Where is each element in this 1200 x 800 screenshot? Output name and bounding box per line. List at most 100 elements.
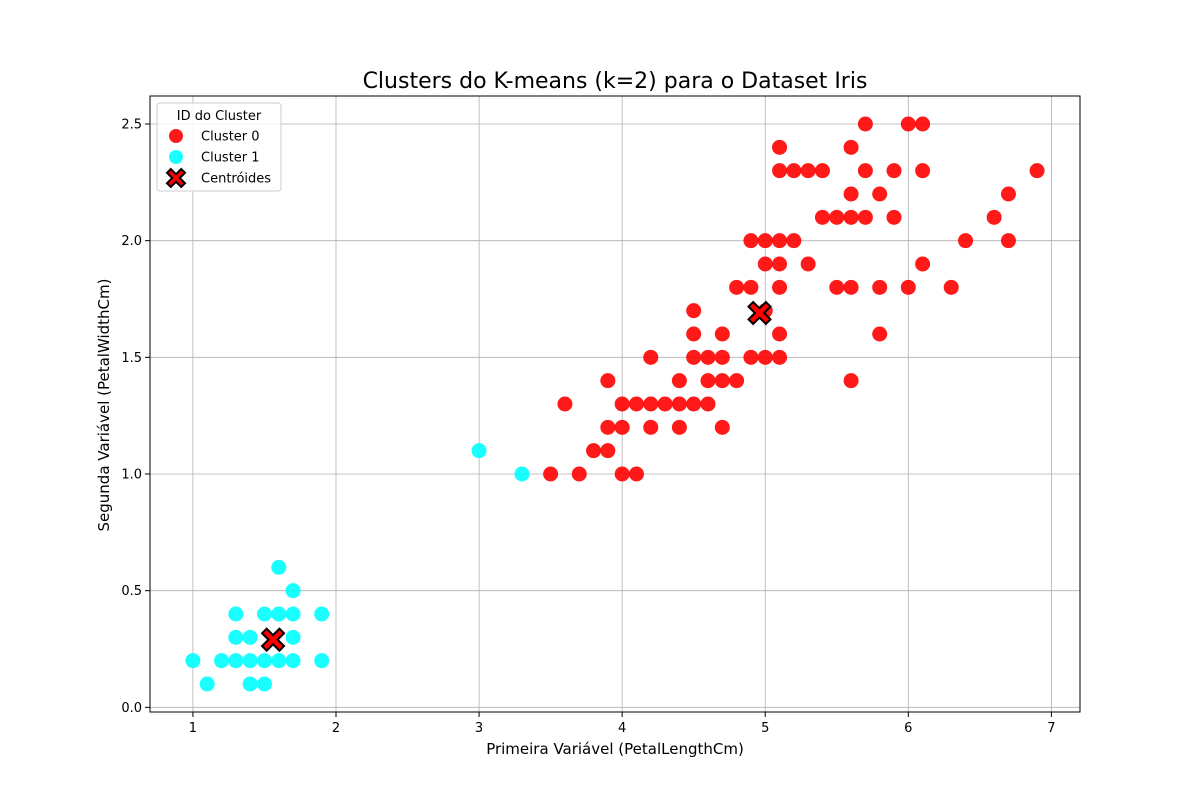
y-tick-label: 0.0 [121,701,142,716]
cluster-0-point [700,373,716,389]
cluster-0-point [772,349,788,365]
cluster-0-point [900,279,916,295]
cluster-0-point [814,163,830,179]
legend-entry-label: Cluster 1 [201,151,260,166]
cluster-1-point [256,676,272,692]
cluster-0-point [600,373,616,389]
cluster-0-point [657,396,673,412]
y-tick-label: 2.0 [121,234,142,249]
cluster-1-point [285,629,301,645]
cluster-1-point [228,629,244,645]
legend-title: ID do Cluster [177,109,262,124]
cluster-0-point [600,443,616,459]
cluster-0-point [714,419,730,435]
cluster-0-point [829,279,845,295]
cluster-0-point [643,419,659,435]
cluster-0-point [772,256,788,272]
cluster-0-point [757,256,773,272]
legend-marker-circle [169,150,183,164]
cluster-1-point [242,653,258,669]
cluster-0-point [671,373,687,389]
cluster-0-point [829,209,845,225]
cluster-1-point [285,606,301,622]
x-tick-label: 1 [189,721,197,736]
cluster-1-point [256,653,272,669]
plot-frame [149,95,1081,713]
cluster-0-point [1029,163,1045,179]
cluster-0-point [671,396,687,412]
cluster-0-point [800,256,816,272]
x-tick-label: 7 [1047,721,1055,736]
cluster-0-point [600,419,616,435]
cluster-0-point [571,466,587,482]
cluster-1-point [285,583,301,599]
x-tick-label: 3 [475,721,483,736]
cluster-0-point [643,396,659,412]
cluster-0-point [686,396,702,412]
cluster-0-point [772,279,788,295]
cluster-0-point [614,466,630,482]
cluster-1-point [471,443,487,459]
cluster-1-point [242,629,258,645]
y-tick-label: 2.5 [121,118,142,133]
cluster-0-point [786,233,802,249]
cluster-0-point [843,209,859,225]
cluster-1-point [214,653,230,669]
cluster-0-point [814,209,830,225]
x-axis-label: Primeira Variável (PetalLengthCm) [486,740,744,758]
y-tick-label: 0.5 [121,584,142,599]
cluster-1-point [514,466,530,482]
cluster-0-point [686,349,702,365]
cluster-0-point [886,163,902,179]
cluster-0-point [643,349,659,365]
cluster-1-point [314,653,330,669]
cluster-1-point [228,653,244,669]
cluster-0-point [714,326,730,342]
cluster-1-point [242,676,258,692]
x-tick-label: 4 [618,721,626,736]
cluster-0-point [857,163,873,179]
cluster-0-point [915,256,931,272]
cluster-0-point [857,116,873,132]
cluster-0-point [757,349,773,365]
cluster-0-point [686,326,702,342]
cluster-0-point [872,326,888,342]
cluster-0-point [886,209,902,225]
cluster-1-point [228,606,244,622]
cluster-0-point [772,163,788,179]
cluster-0-point [843,139,859,155]
y-tick-label: 1.5 [121,351,142,366]
cluster-0-point [757,233,773,249]
cluster-0-point [729,279,745,295]
cluster-0-point [614,419,630,435]
legend-entries: Cluster 0 Cluster 1 Centróides [165,129,271,189]
data-points [185,116,1045,692]
cluster-0-point [729,373,745,389]
legend-entry-label: Centróides [201,172,271,187]
cluster-0-point [915,116,931,132]
cluster-0-point [714,373,730,389]
cluster-0-point [628,466,644,482]
x-tick-label: 5 [761,721,769,736]
cluster-0-point [986,209,1002,225]
cluster-0-point [772,139,788,155]
cluster-0-point [900,116,916,132]
cluster-0-point [743,279,759,295]
cluster-0-point [843,186,859,202]
legend: ID do Cluster Cluster 0 Cluster 1 Centróid… [156,102,282,192]
cluster-1-point [314,606,330,622]
cluster-0-point [700,349,716,365]
cluster-0-point [800,163,816,179]
cluster-0-point [700,396,716,412]
cluster-0-point [714,349,730,365]
x-tick-label: 6 [904,721,912,736]
cluster-0-point [671,419,687,435]
cluster-0-point [943,279,959,295]
cluster-0-point [872,186,888,202]
cluster-0-point [628,396,644,412]
chart-title: Clusters do K-means (k=2) para o Dataset… [363,69,868,94]
cluster-0-point [743,233,759,249]
cluster-0-point [786,163,802,179]
centroid-marker [260,627,286,653]
